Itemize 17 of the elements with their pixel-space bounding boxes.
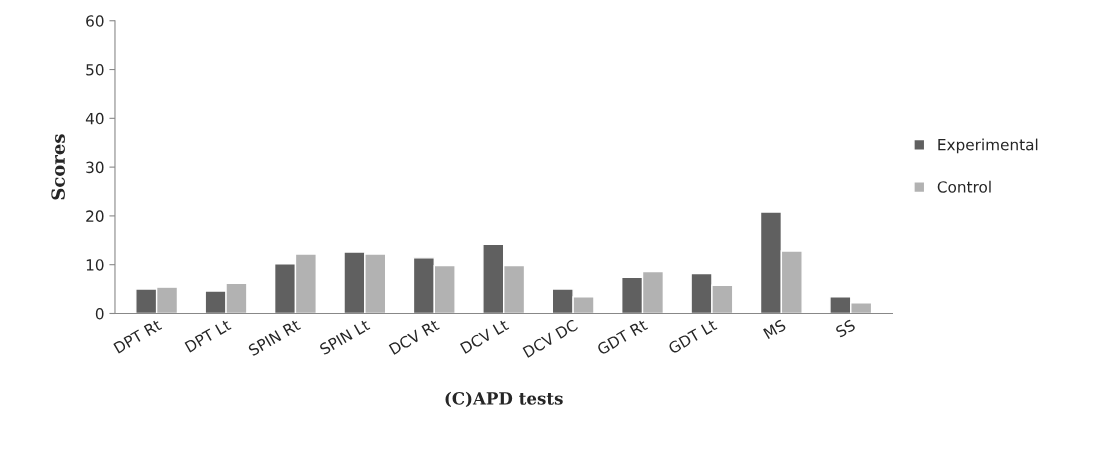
x-axis-title: (C)APD tests <box>445 391 563 408</box>
x-tick-label: GDT Rt <box>596 318 649 356</box>
x-tick-label: SS <box>834 319 856 338</box>
legend-label: Experimental <box>938 138 1038 154</box>
y-tick-label: 10 <box>86 259 104 271</box>
x-tick-label: DPT Rt <box>113 318 163 354</box>
y-tick-label: 50 <box>86 64 104 76</box>
x-tick-label: DPT Lt <box>184 318 232 353</box>
y-tick-label: 20 <box>86 210 104 222</box>
y-tick-label: 30 <box>86 161 104 174</box>
legend-label: Control <box>937 180 991 193</box>
x-tick-label: GDT Lt <box>667 318 718 355</box>
x-tick-label: MS <box>762 319 787 340</box>
y-tick-label: 0 <box>95 307 104 320</box>
y-tick-label: 40 <box>85 112 104 125</box>
y-tick-label: 60 <box>86 15 104 27</box>
y-axis-title: Scores <box>51 134 65 200</box>
